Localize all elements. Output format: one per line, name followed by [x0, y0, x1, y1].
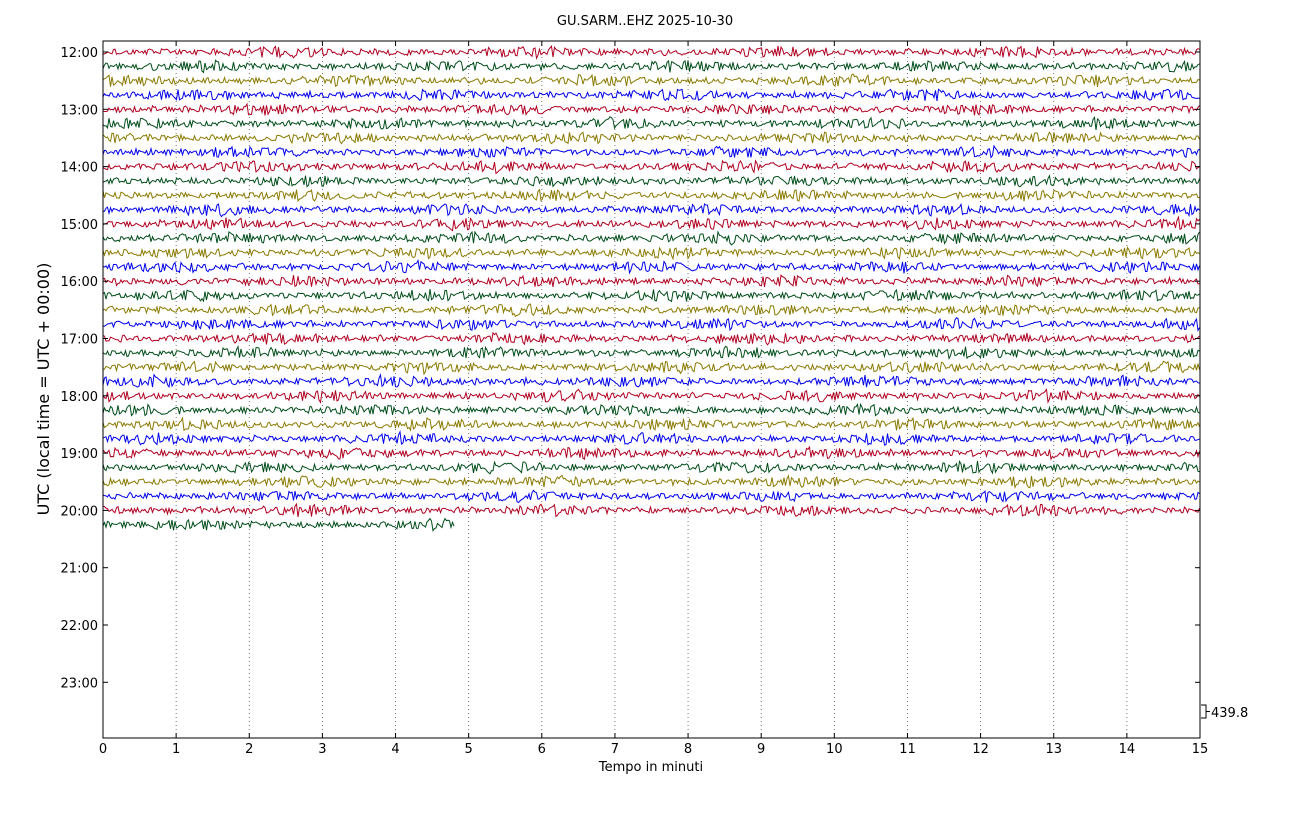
trace-line — [102, 373, 1200, 389]
y-tick-label: 12:00 — [61, 46, 98, 61]
trace-line — [102, 144, 1200, 159]
x-tick-label: 3 — [318, 742, 326, 757]
trace-line — [102, 245, 1200, 261]
trace-line — [102, 215, 1200, 232]
y-axis-label: UTC (local time = UTC + 00:00) — [34, 263, 53, 516]
x-tick-label: 2 — [245, 742, 253, 757]
plot-frame — [102, 40, 1201, 739]
trace-line — [102, 59, 1200, 74]
trace-line — [102, 274, 1200, 288]
trace-line — [102, 102, 1200, 117]
trace-line — [102, 445, 1200, 461]
trace-line — [102, 288, 1200, 303]
trace-line — [102, 202, 1200, 218]
y-tick-label: 13:00 — [61, 103, 98, 118]
amplitude-scale-bar: 439.8 — [1201, 704, 1248, 721]
x-tick-label: 6 — [538, 742, 546, 757]
y-tick-label: 14:00 — [61, 161, 98, 176]
trace-line — [102, 303, 1200, 318]
trace-line — [102, 73, 1200, 88]
trace-line — [102, 115, 1200, 130]
y-tick-label: 22:00 — [61, 619, 98, 634]
trace-line — [102, 489, 1200, 504]
trace-line — [102, 45, 1200, 60]
trace-line — [102, 316, 1200, 332]
x-tick-label: 12 — [972, 742, 989, 757]
x-tick-label: 14 — [1119, 742, 1136, 757]
y-tick-label: 16:00 — [61, 275, 98, 290]
x-tick-label: 11 — [899, 742, 916, 757]
x-tick-label: 9 — [757, 742, 765, 757]
y-tick-label: 23:00 — [61, 676, 98, 691]
trace-line — [102, 131, 1200, 145]
trace-line — [102, 259, 1200, 275]
trace-line — [102, 174, 1200, 188]
x-tick-label: 8 — [684, 742, 692, 757]
chart-title: GU.SARM..EHZ 2025-10-30 — [557, 14, 733, 29]
x-tick-label: 4 — [391, 742, 399, 757]
x-tick-label: 15 — [1192, 742, 1209, 757]
x-tick-label: 13 — [1045, 742, 1062, 757]
y-tick-label: 17:00 — [61, 333, 98, 348]
seismic-traces — [102, 45, 1200, 532]
trace-line — [102, 517, 455, 532]
y-tick-label: 15:00 — [61, 218, 98, 233]
grid-lines — [175, 41, 1128, 738]
x-tick-label: 1 — [172, 742, 180, 757]
trace-line — [102, 159, 1200, 175]
trace-line — [102, 388, 1200, 404]
trace-line — [102, 459, 1200, 475]
y-tick-label: 18:00 — [61, 390, 98, 405]
y-tick-label: 20:00 — [61, 504, 98, 519]
trace-line — [102, 230, 1200, 246]
trace-line — [102, 331, 1200, 346]
y-tick-label: 19:00 — [61, 447, 98, 462]
trace-line — [102, 502, 1200, 518]
trace-line — [102, 402, 1200, 417]
trace-line — [102, 416, 1200, 432]
x-tick-label: 10 — [826, 742, 843, 757]
x-tick-label: 7 — [611, 742, 619, 757]
axis-ticks: 0 1 2 3 4 5 6 7 8 9 10 11 12 13 14 1512:0013:0014:0015:… — [61, 41, 1209, 757]
y-tick-label: 21:00 — [61, 562, 98, 577]
trace-line — [102, 474, 1200, 490]
trace-line — [102, 88, 1200, 102]
trace-line — [102, 430, 1200, 446]
scale-bracket — [1201, 704, 1210, 719]
trace-line — [102, 360, 1200, 376]
x-axis-label: Tempo in minuti — [598, 760, 703, 775]
trace-line — [102, 344, 1200, 360]
scale-value: 439.8 — [1211, 706, 1248, 721]
x-tick-label: 5 — [465, 742, 473, 757]
x-tick-label: 0 — [99, 742, 107, 757]
trace-line — [102, 188, 1200, 203]
